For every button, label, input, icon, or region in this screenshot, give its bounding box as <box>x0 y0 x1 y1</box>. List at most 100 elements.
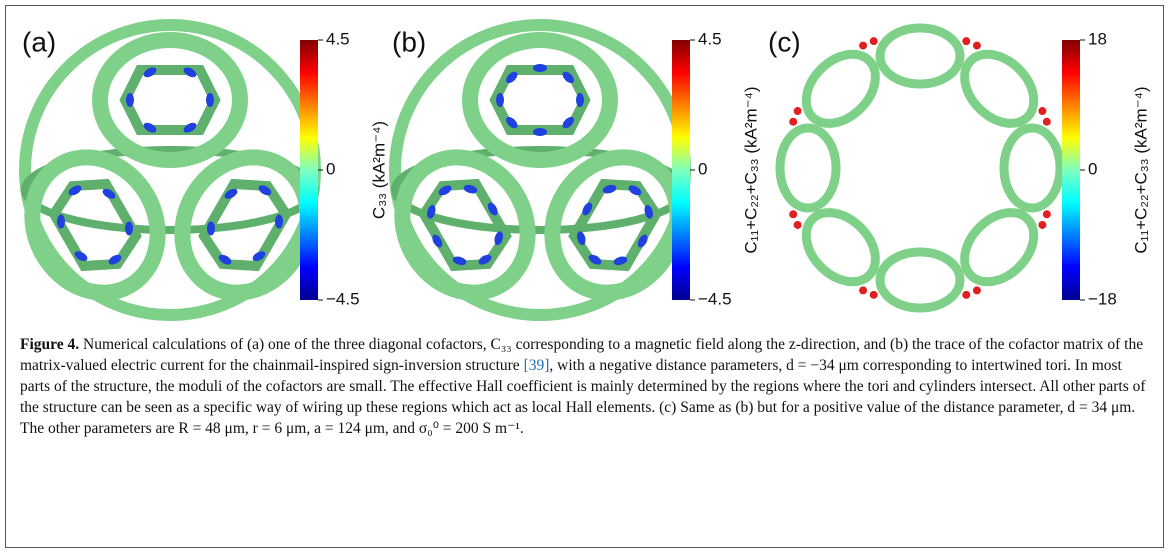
torus <box>960 49 1039 128</box>
hot-spot <box>224 188 238 199</box>
hot-spot <box>869 37 878 46</box>
colorbar <box>300 40 318 300</box>
hot-spot <box>972 41 981 50</box>
torus <box>875 247 965 313</box>
colorbar <box>672 40 690 300</box>
hot-spot <box>74 251 88 262</box>
tick-label: 0 <box>1088 159 1097 178</box>
hot-spot <box>207 221 216 236</box>
hot-spot <box>252 251 266 262</box>
hot-spot <box>124 221 134 236</box>
colorbar <box>1062 40 1080 300</box>
hot-spot <box>588 254 602 265</box>
torus <box>999 123 1065 213</box>
tick-label: 18 <box>1088 29 1107 48</box>
renders <box>19 19 1065 321</box>
hexagon <box>489 65 591 135</box>
reference[interactable]: [39] <box>523 357 550 374</box>
hot-spot <box>533 127 547 137</box>
colorbar-label: C₃₃ (kA²m⁻⁴) <box>369 121 388 219</box>
caption-text: Numerical calculations of (a) one of the… <box>20 336 1144 374</box>
torus <box>174 149 316 301</box>
tick-label: −4.5 <box>326 289 360 308</box>
hot-spot <box>463 184 478 194</box>
hot-spot <box>487 202 498 216</box>
torus <box>775 123 841 213</box>
hot-spot <box>274 214 283 229</box>
colorbar-label: C₁₁+C₂₂+C₃₃ (kA²m⁻⁴) <box>1131 86 1150 253</box>
tick-label: −18 <box>1088 289 1117 308</box>
hexagon <box>119 65 221 135</box>
hot-spot <box>143 67 157 78</box>
ring <box>92 32 248 168</box>
panel-label: (b) <box>392 26 426 57</box>
torus <box>875 23 965 89</box>
hot-spot <box>218 254 232 265</box>
hot-spot <box>562 116 574 129</box>
hot-spot <box>102 188 116 199</box>
tick-label: 0 <box>326 159 335 178</box>
hot-spot <box>637 234 648 248</box>
hot-spot <box>562 71 574 84</box>
torus <box>394 149 536 301</box>
hot-spot <box>859 41 868 50</box>
hot-spot <box>438 185 452 196</box>
ring <box>24 149 166 301</box>
hot-spot <box>962 290 971 299</box>
hot-spot <box>533 63 547 73</box>
torus <box>801 208 880 287</box>
hot-spot <box>452 256 467 266</box>
hot-spot <box>613 256 628 266</box>
hot-spot <box>962 37 971 46</box>
ring <box>174 149 316 301</box>
hot-spot <box>183 122 197 133</box>
torus <box>544 149 686 301</box>
hot-spot <box>644 204 654 219</box>
hot-spot <box>125 93 135 107</box>
hot-spot <box>258 185 272 196</box>
hot-spot <box>206 93 214 107</box>
hot-spot <box>494 231 504 246</box>
ring <box>394 149 536 301</box>
hot-spot <box>183 67 197 78</box>
panel-label: (c) <box>768 26 801 57</box>
torus <box>24 149 166 301</box>
figure-frame <box>5 5 1164 548</box>
tick-label: 4.5 <box>326 29 350 48</box>
hot-spot <box>1042 210 1051 219</box>
ring <box>462 32 618 168</box>
torus <box>92 32 248 168</box>
caption: Figure 4. Numerical calculations of (a) … <box>20 334 1150 439</box>
hot-spot <box>506 116 518 129</box>
hot-spot <box>1038 107 1047 116</box>
hot-spot <box>789 210 798 219</box>
hot-spot <box>869 290 878 299</box>
panel-label: (a) <box>22 26 56 57</box>
hot-spot <box>495 93 505 107</box>
colorbar-label: C₁₁+C₂₂+C₃₃ (kA²m⁻⁴) <box>741 86 760 253</box>
hot-spot <box>789 117 798 126</box>
hexagon <box>198 178 292 272</box>
hot-spot <box>602 184 617 194</box>
hot-spot <box>859 286 868 295</box>
hexagon <box>48 178 142 272</box>
caption-label: Figure 4. <box>20 336 80 353</box>
hot-spot <box>793 107 802 116</box>
hot-spot <box>426 204 436 219</box>
tick-label: 0 <box>698 159 707 178</box>
hot-spot <box>68 185 82 196</box>
torus <box>801 49 880 128</box>
hexagon <box>418 178 512 272</box>
hot-spot <box>143 122 157 133</box>
hot-spot <box>108 254 122 265</box>
hot-spot <box>972 286 981 295</box>
hot-spot <box>432 234 443 248</box>
hot-spot <box>506 71 518 84</box>
hot-spot <box>1042 117 1051 126</box>
tick-label: 4.5 <box>698 29 722 48</box>
hot-spot <box>628 185 642 196</box>
ring <box>544 149 686 301</box>
hot-spot <box>478 254 492 265</box>
hot-spot <box>1038 220 1047 229</box>
